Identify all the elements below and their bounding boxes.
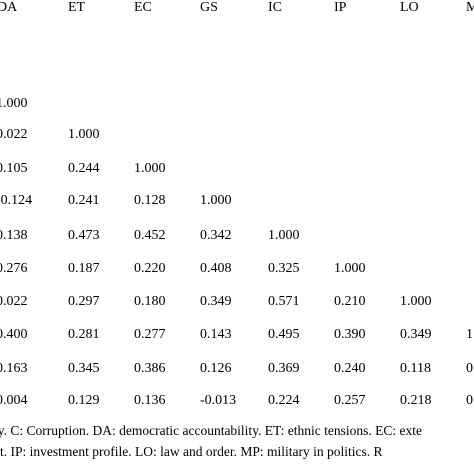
note-line-1: ty. C: Corruption. DA: democratic accoun… [0, 423, 422, 438]
table-cell: 0.180 [134, 294, 166, 309]
table-cell: 0.257 [334, 393, 366, 408]
header-gs: GS [200, 0, 218, 15]
table-cell: 0.022 [0, 294, 28, 309]
table-cell: 0.004 [0, 393, 28, 408]
table-cell: 0 [466, 361, 473, 376]
table-cell: 1.000 [134, 161, 166, 176]
table-cell: 0.277 [134, 327, 166, 342]
table-cell: 0.129 [68, 393, 100, 408]
table-cell: 0.220 [134, 261, 166, 276]
table-cell: 0.325 [268, 261, 300, 276]
table-cell: 0.240 [334, 361, 366, 376]
table-cell: 0.128 [134, 193, 166, 208]
table-cell: -0.013 [200, 393, 237, 408]
table-cell: 0.126 [200, 361, 232, 376]
table-cell: 1.000 [268, 228, 300, 243]
table-cell: 0.297 [68, 294, 100, 309]
table-cell: 0.187 [68, 261, 100, 276]
table-cell: 1.000 [68, 127, 100, 142]
table-cell: 1.000 [200, 193, 232, 208]
table-cell: -0.124 [0, 193, 33, 208]
table-cell: 0.163 [0, 361, 28, 376]
table-cell: 0.408 [200, 261, 232, 276]
table-cell: 0.136 [134, 393, 166, 408]
table-cell: 0.369 [268, 361, 300, 376]
table-cell: 0.452 [134, 228, 166, 243]
table-cell: 0.244 [68, 161, 100, 176]
header-ec: EC [134, 0, 152, 15]
table-cell: 0.210 [334, 294, 366, 309]
table-cell: 0.281 [68, 327, 100, 342]
table-cell: 0.224 [268, 393, 300, 408]
header-ip: IP [334, 0, 347, 15]
table-cell: 1.000 [400, 294, 432, 309]
table-cell: 0.342 [200, 228, 232, 243]
table-cell: 0.022 [0, 127, 28, 142]
table-cell: 0.241 [68, 193, 100, 208]
header-lo: LO [400, 0, 419, 15]
table-cell: 1.000 [334, 261, 366, 276]
note-line-2: ct. IP: investment profile. LO: law and … [0, 444, 383, 459]
table-cell: 0.345 [68, 361, 100, 376]
table-cell: 0.400 [0, 327, 28, 342]
table-cell: 0.143 [200, 327, 232, 342]
header-da: DA [0, 0, 18, 15]
table-cell: 0.218 [400, 393, 432, 408]
table-cell: 0.138 [0, 228, 28, 243]
header-et: ET [68, 0, 86, 15]
table-cell: 0.571 [268, 294, 300, 309]
table-cell: 1.000 [0, 96, 28, 111]
table-cell: 0.276 [0, 261, 28, 276]
table-cell: 1 [466, 327, 473, 342]
table-cell: 0.349 [400, 327, 432, 342]
table-cell: 0.105 [0, 161, 28, 176]
table-cell: 0 [466, 393, 473, 408]
table-cell: 0.495 [268, 327, 300, 342]
table-cell: 0.118 [400, 361, 431, 376]
table-cell: 0.473 [68, 228, 100, 243]
header-ic: IC [268, 0, 282, 15]
table-cell: 0.349 [200, 294, 232, 309]
table-cell: 0.390 [334, 327, 366, 342]
table-cell: 0.386 [134, 361, 166, 376]
header-mp: M [466, 0, 474, 15]
